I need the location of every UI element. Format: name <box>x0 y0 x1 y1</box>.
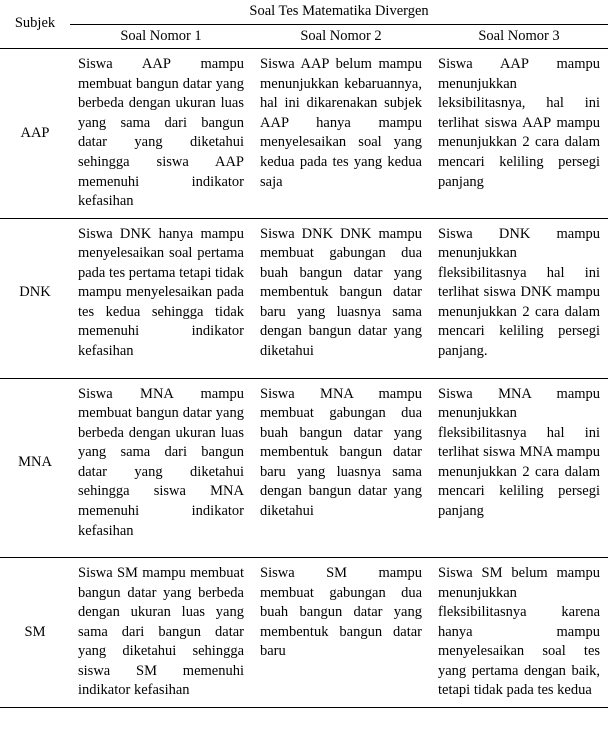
cell-soal1: Siswa DNK hanya mampu menyelesaikan soal… <box>70 218 252 378</box>
subjek-cell: SM <box>0 558 70 708</box>
header-soal2: Soal Nomor 2 <box>252 24 430 49</box>
cell-soal2: Siswa DNK DNK mampu membuat gabungan dua… <box>252 218 430 378</box>
header-row-1: Subjek Soal Tes Matematika Divergen <box>0 0 608 24</box>
cell-soal2: Siswa AAP belum mampu menunjukkan kebaru… <box>252 49 430 219</box>
cell-soal3: Siswa DNK mampu menunjukkan fleksibilita… <box>430 218 608 378</box>
cell-soal3: Siswa AAP mampu menunjukkan leksibilitas… <box>430 49 608 219</box>
cell-soal1: Siswa SM mampu membuat bangun datar yang… <box>70 558 252 708</box>
divergen-table: Subjek Soal Tes Matematika Divergen Soal… <box>0 0 608 708</box>
cell-soal2: Siswa SM mampu membuat gabungan dua buah… <box>252 558 430 708</box>
header-soal3: Soal Nomor 3 <box>430 24 608 49</box>
header-row-2: Soal Nomor 1 Soal Nomor 2 Soal Nomor 3 <box>0 24 608 49</box>
subjek-cell: MNA <box>0 378 70 558</box>
cell-soal3: Siswa MNA mampu menunjukkan fleksibilita… <box>430 378 608 558</box>
table-row: AAP Siswa AAP mampu membuat bangun datar… <box>0 49 608 219</box>
header-subjek: Subjek <box>0 0 70 49</box>
cell-soal3: Siswa SM belum mampu menunjukkan fleksib… <box>430 558 608 708</box>
table-row: SM Siswa SM mampu membuat bangun datar y… <box>0 558 608 708</box>
cell-soal1: Siswa AAP mampu membuat bangun datar yan… <box>70 49 252 219</box>
table-row: DNK Siswa DNK hanya mampu menyelesaikan … <box>0 218 608 378</box>
table-row: MNA Siswa MNA mampu membuat bangun datar… <box>0 378 608 558</box>
header-soal1: Soal Nomor 1 <box>70 24 252 49</box>
subjek-cell: DNK <box>0 218 70 378</box>
cell-soal1: Siswa MNA mampu membuat bangun datar yan… <box>70 378 252 558</box>
subjek-cell: AAP <box>0 49 70 219</box>
cell-soal2: Siswa MNA mampu membuat gabungan dua bua… <box>252 378 430 558</box>
header-main: Soal Tes Matematika Divergen <box>70 0 608 24</box>
